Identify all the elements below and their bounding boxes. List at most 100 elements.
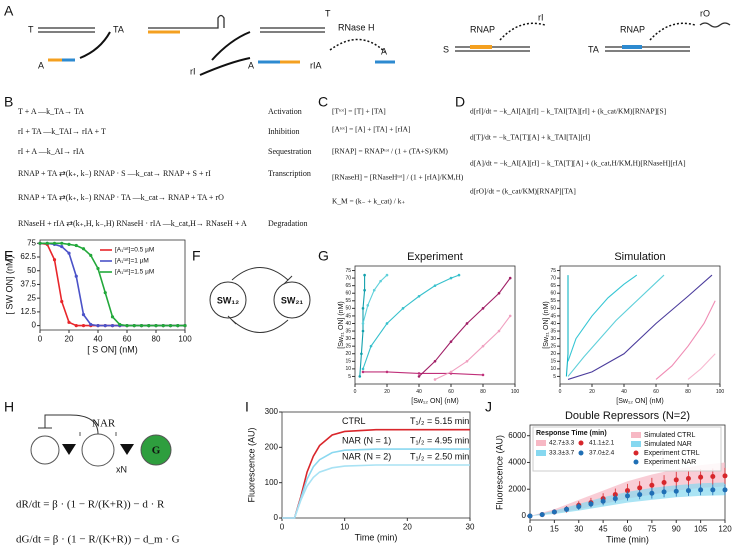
point xyxy=(81,247,86,251)
point xyxy=(89,253,93,257)
x-axis-label: [Sw₁₂ ON] (nM) xyxy=(411,398,458,405)
equation: dR/dt = β · (1 − R/(K+R)) − d · R xyxy=(16,499,165,511)
point xyxy=(385,273,389,277)
panel-letter: F xyxy=(192,248,201,264)
series-line xyxy=(362,274,388,324)
point xyxy=(673,488,679,494)
y-tick-label: 6000 xyxy=(508,431,526,440)
point xyxy=(661,480,667,486)
label: RNAP xyxy=(620,24,645,34)
y-tick-label: 45 xyxy=(550,313,556,319)
point xyxy=(369,344,373,348)
rna xyxy=(699,22,731,28)
point xyxy=(497,291,501,295)
point xyxy=(433,360,437,363)
point xyxy=(401,307,405,310)
point xyxy=(176,324,180,328)
point xyxy=(385,322,389,325)
arrow xyxy=(199,57,251,76)
y-tick-label: 20 xyxy=(550,351,556,357)
feedback xyxy=(44,414,99,435)
series-line xyxy=(282,464,470,519)
point xyxy=(612,496,618,502)
point xyxy=(379,279,382,283)
chart-title: Double Repressors (N=2) xyxy=(565,410,690,422)
label: rIA xyxy=(310,60,322,70)
y-tick-label: 12.5 xyxy=(20,307,36,316)
y-tick-label: 200 xyxy=(265,442,279,451)
panel-letter: H xyxy=(4,399,14,415)
point xyxy=(74,324,78,328)
legend-swatch xyxy=(578,450,584,456)
point xyxy=(161,324,165,328)
label: A xyxy=(381,46,387,56)
y-axis-label: [Sw₂₁ ON] (nM) xyxy=(543,301,550,348)
point xyxy=(508,276,512,280)
point xyxy=(38,241,42,245)
x-axis-label: [Sw₁₂ ON] (nM) xyxy=(616,398,663,405)
x-tick-label: 45 xyxy=(599,525,608,534)
gene xyxy=(81,433,115,467)
legend-label: [A₁ᵗᵒᵗ]=1.5 µM xyxy=(115,269,154,276)
legend-label: [A₁ᵗᵒᵗ]=0.5 µM xyxy=(115,247,154,254)
legend-swatch xyxy=(631,432,641,438)
legend-box xyxy=(532,426,722,472)
legend-label: Experiment CTRL xyxy=(644,450,700,457)
point xyxy=(361,367,365,371)
point xyxy=(361,307,365,310)
x-tick-label: 120 xyxy=(718,525,732,534)
series-line xyxy=(567,274,713,380)
point xyxy=(81,313,86,317)
point xyxy=(361,370,365,374)
point xyxy=(372,288,376,292)
x-tick-label: 0 xyxy=(280,523,285,532)
node-label: SW₂₁ xyxy=(281,295,303,305)
point xyxy=(649,490,655,496)
panel-letter: A xyxy=(4,3,14,19)
legend-label: Simulated CTRL xyxy=(644,432,695,439)
point xyxy=(457,273,461,277)
series-line xyxy=(359,275,366,377)
series-note: T₁/₂ = 2.50 min xyxy=(410,451,469,461)
y-tick-label: 50 xyxy=(27,266,36,275)
y-tick-label: 65 xyxy=(550,283,556,289)
panel-letter: E xyxy=(4,248,13,264)
chart-title: Experiment xyxy=(407,251,463,263)
repeat: xN xyxy=(116,464,127,474)
point xyxy=(363,273,366,277)
point xyxy=(576,504,582,510)
point xyxy=(366,304,370,307)
point xyxy=(417,372,421,375)
series-note: T₁/₂ = 4.95 min xyxy=(410,435,469,445)
point xyxy=(673,477,679,483)
point xyxy=(588,501,594,507)
x-tick-label: 30 xyxy=(574,525,583,534)
y-tick-label: 10 xyxy=(345,366,351,372)
repressor xyxy=(62,444,76,455)
point xyxy=(710,474,716,480)
y-tick-label: 10 xyxy=(550,366,556,372)
promoter xyxy=(470,45,492,49)
point xyxy=(361,329,365,333)
series-line xyxy=(565,275,569,377)
y-tick-label: 0 xyxy=(32,321,37,330)
point xyxy=(154,324,158,328)
series-line xyxy=(687,353,716,380)
y-tick-label: 70 xyxy=(345,275,351,281)
point xyxy=(52,241,57,245)
x-tick-label: 100 xyxy=(178,335,192,344)
point xyxy=(433,284,437,287)
equation: [RNAP] = RNAPᵗᵒᵗ / (1 + (TA+S)/KM) xyxy=(332,147,448,156)
label: TA xyxy=(588,44,599,54)
equation: RNAP + TA ⇄(k₊, k₋) RNAP · S —k_cat→ RNA… xyxy=(18,169,211,178)
legend-label: Experiment NAR xyxy=(644,459,696,466)
nar-circuit: NAR xN G dR/dt = β · (1 − R/(K+R)) − d ·… xyxy=(16,414,180,546)
point xyxy=(527,513,533,519)
panel-letter: J xyxy=(485,399,492,415)
point xyxy=(685,476,691,482)
node xyxy=(209,281,247,319)
equation: [RNaseH] = [RNaseHᵗᵒᵗ] / (1 + [rIA]/KM,H… xyxy=(332,173,464,182)
point xyxy=(710,487,716,493)
point xyxy=(96,324,100,328)
x-tick-label: 60 xyxy=(623,525,632,534)
